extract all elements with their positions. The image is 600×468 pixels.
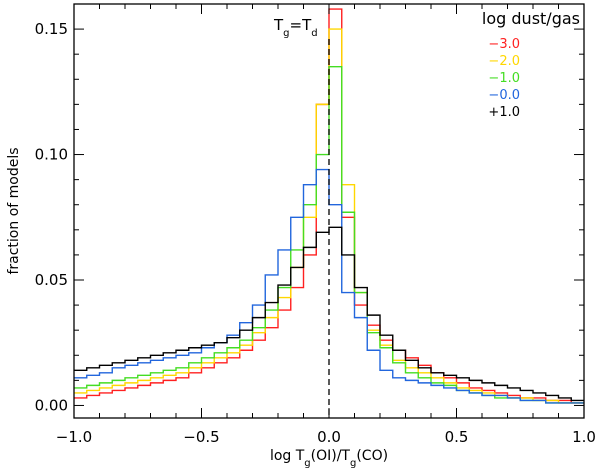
y-tick-label: 0.10 [35, 146, 68, 164]
ticks-layer: −1.0 −0.5 0.0 0.5 1.0 0.00 0.05 0.10 0.15 [35, 4, 596, 446]
y-tick-label: 0.15 [35, 20, 68, 38]
x-tick-label: −0.5 [183, 428, 219, 446]
series-line-3 [74, 168, 584, 404]
y-tick-label: 0.05 [35, 271, 68, 289]
x-axis-label-sub-g1: g [304, 458, 310, 468]
x-tick-label: 0.5 [445, 428, 469, 446]
legend-entry-0: −3.0 [488, 37, 520, 52]
annotation-subscript-g: g [283, 28, 289, 39]
legend-entry-4: +1.0 [488, 105, 520, 120]
x-axis-label-log: log T [270, 448, 305, 464]
x-axis-label-co: (CO) [356, 448, 388, 464]
x-axis-label-sub-g2: g [350, 458, 356, 468]
legend-entry-2: −1.0 [488, 71, 520, 86]
annotation-t-g: T [273, 16, 284, 34]
x-axis-label-oi: (OI)/T [311, 448, 351, 464]
x-tick-label: 0.0 [317, 428, 341, 446]
plot-frame [73, 3, 585, 419]
series-layer [74, 8, 584, 404]
series-line-1 [74, 28, 584, 404]
annotation-subscript-d: d [311, 28, 317, 39]
annotation-tg-equals-td: Tg=Td [273, 16, 318, 39]
legend-title: log dust/gas [482, 9, 580, 28]
legend-entry-3: −0.0 [488, 88, 520, 103]
x-tick-label: −1.0 [56, 428, 92, 446]
x-tick-label: 1.0 [572, 428, 596, 446]
legend-entry-1: −2.0 [488, 54, 520, 69]
x-axis-label: log Tg(OI)/Tg(CO) [270, 448, 388, 468]
legend: −3.0 −2.0 −1.0 −0.0 +1.0 [488, 37, 520, 120]
y-tick-label: 0.00 [35, 396, 68, 414]
annotation-equals: =T [290, 16, 313, 34]
y-axis-label: fraction of models [6, 147, 22, 274]
